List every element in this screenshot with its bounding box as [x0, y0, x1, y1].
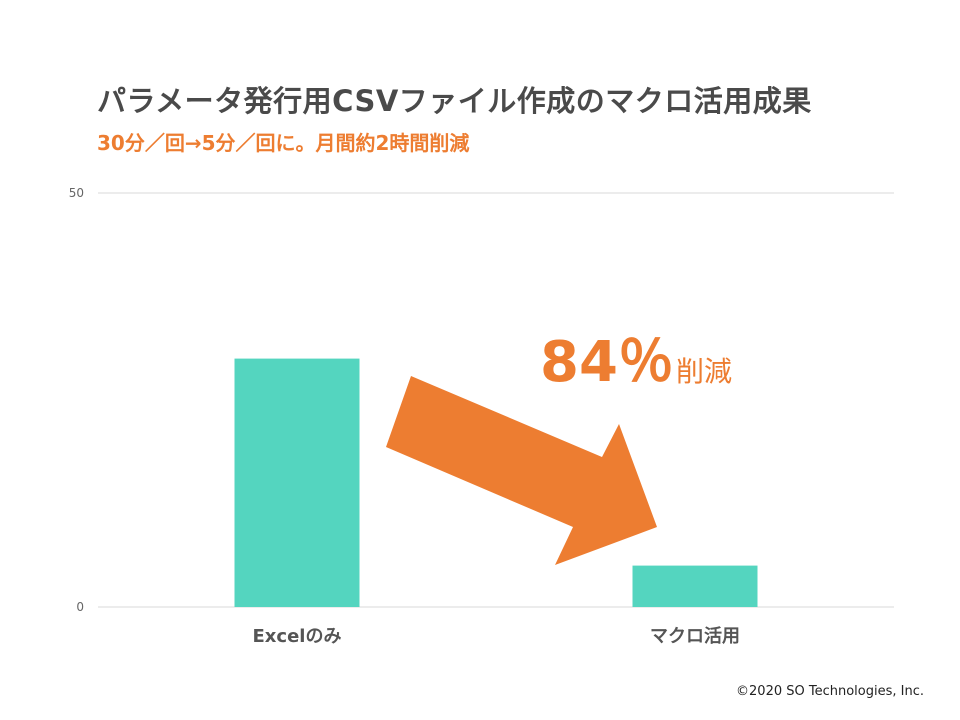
chart-title: パラメータ発行用CSVファイル作成のマクロ活用成果	[97, 84, 812, 118]
reduction-annotation: 84％削減	[540, 330, 732, 395]
chart-subtitle: 30分／回→5分／回に。月間約2時間削減	[97, 131, 470, 155]
x-axis-categories: Excelのみ マクロ活用	[253, 625, 740, 647]
bar-2	[632, 565, 758, 607]
category-label: マクロ活用	[650, 625, 740, 647]
copyright-notice: ©2020 SO Technologies, Inc.	[736, 684, 924, 699]
percent-sign: ％	[618, 330, 674, 395]
reduction-suffix: 削減	[676, 355, 732, 388]
y-tick-label: 50	[69, 186, 84, 200]
bar-1	[234, 358, 360, 607]
reduction-arrow	[386, 376, 657, 565]
y-axis-ticks: 0 50	[69, 186, 84, 614]
y-tick-label: 0	[76, 600, 84, 614]
category-label: Excelのみ	[253, 626, 342, 647]
bars	[234, 358, 758, 607]
reduction-percent: 84	[540, 330, 618, 395]
grid-lines	[98, 192, 894, 608]
